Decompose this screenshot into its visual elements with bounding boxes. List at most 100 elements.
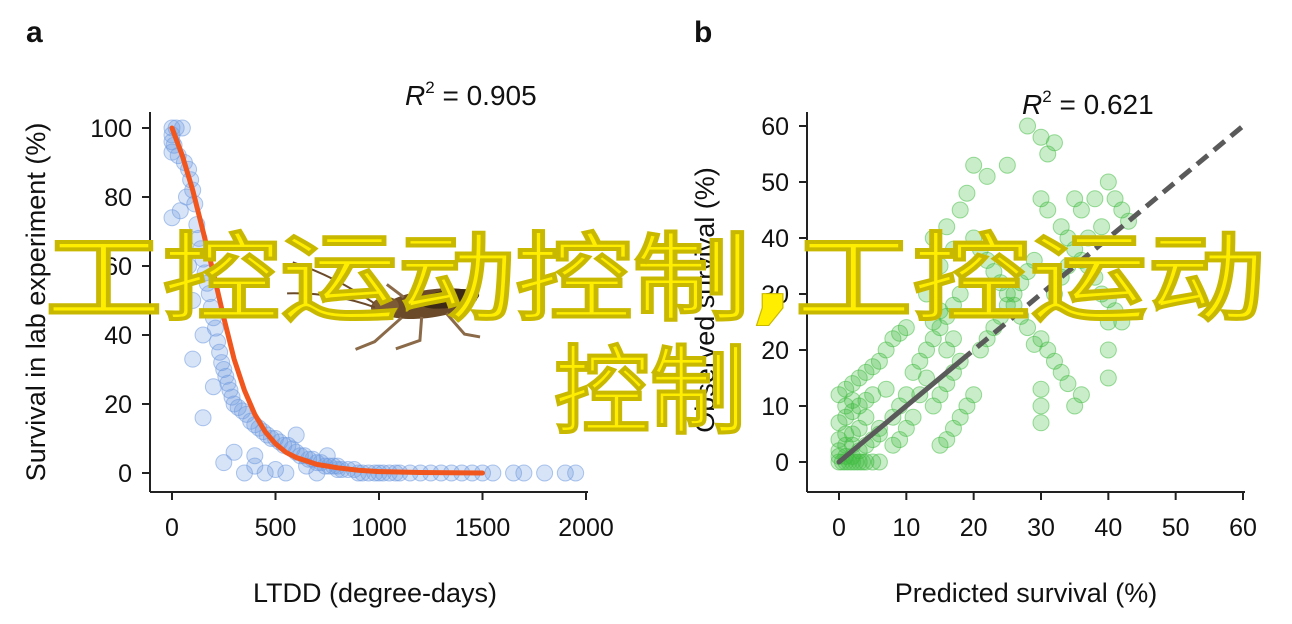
- data-point: [931, 302, 949, 320]
- panel-a-r2-annotation: R2 = 0.905: [405, 78, 537, 111]
- x-tick-label: 40: [1094, 514, 1122, 542]
- y-tick-label: 0: [118, 460, 132, 488]
- data-point: [857, 408, 875, 426]
- data-point: [965, 156, 983, 174]
- data-point: [246, 457, 264, 475]
- x-tick-label: 10: [892, 514, 920, 542]
- data-point: [1099, 313, 1117, 331]
- data-point: [1039, 201, 1057, 219]
- data-point: [891, 324, 909, 342]
- panel-b-r2-sup: 2: [1042, 87, 1051, 106]
- data-point: [843, 375, 861, 393]
- data-point: [1019, 319, 1037, 337]
- data-point: [1019, 117, 1037, 135]
- data-point: [918, 285, 936, 303]
- y-tick-label: 60: [761, 113, 789, 141]
- y-tick-label: 10: [761, 393, 789, 421]
- cockroach-icon: [287, 261, 481, 351]
- panel-a-r2-value: = 0.905: [435, 80, 537, 111]
- data-point: [209, 333, 227, 351]
- data-point: [891, 431, 909, 449]
- data-point: [897, 319, 915, 337]
- data-point: [221, 381, 239, 399]
- data-point: [864, 453, 882, 471]
- data-point: [556, 464, 574, 482]
- data-point: [180, 257, 198, 275]
- x-tick-label: 0: [165, 514, 179, 542]
- data-point: [1099, 369, 1117, 387]
- data-point: [235, 464, 253, 482]
- data-point: [884, 436, 902, 454]
- overlay-text-line1: 工控运动控制,工控运动: [45, 223, 1265, 335]
- panel-a: a 0 500 1000 1500 2000 0 20 40 60 80 100 R2 = 0.90…: [21, 16, 614, 608]
- y-tick-label: 40: [761, 225, 789, 253]
- data-point: [1086, 190, 1104, 208]
- data-point: [256, 464, 274, 482]
- y-tick-label: 100: [90, 115, 132, 143]
- y-tick-label: 40: [104, 322, 132, 350]
- data-point: [246, 447, 264, 465]
- data-point: [870, 453, 888, 471]
- panel-b-r2-annotation: R2 = 0.621: [1022, 87, 1154, 120]
- panel-b-fit-line-dashed: [958, 124, 1245, 364]
- data-point: [978, 167, 996, 185]
- data-point: [938, 218, 956, 236]
- data-point: [1032, 330, 1050, 348]
- data-point: [194, 326, 212, 344]
- data-point: [1032, 414, 1050, 432]
- data-point: [223, 388, 241, 406]
- x-tick-label: 60: [1229, 514, 1257, 542]
- data-point: [944, 330, 962, 348]
- data-point: [1079, 229, 1097, 247]
- data-point: [163, 209, 181, 227]
- y-tick-label: 30: [761, 281, 789, 309]
- data-point: [215, 361, 233, 378]
- x-tick-label: 20: [960, 514, 988, 542]
- data-point: [1025, 335, 1043, 353]
- panel-b-points: [830, 117, 1138, 471]
- panel-a-y-axis-label: Survival in lab experiment (%): [21, 123, 51, 482]
- x-tick-label: 1500: [455, 514, 511, 542]
- panel-b-r2-value: = 0.621: [1052, 89, 1154, 120]
- data-point: [857, 391, 875, 409]
- panel-a-r2-symbol: R: [405, 80, 425, 111]
- data-point: [1072, 386, 1090, 404]
- overlay-text-line2: 控制: [554, 336, 746, 448]
- x-tick-label: 0: [832, 514, 846, 542]
- data-point: [951, 201, 969, 219]
- data-point: [958, 184, 976, 202]
- data-point: [864, 358, 882, 376]
- data-point: [924, 229, 942, 247]
- data-point: [277, 464, 295, 482]
- data-point: [1113, 313, 1131, 331]
- x-tick-label: 2000: [558, 514, 614, 542]
- data-point: [1025, 251, 1043, 269]
- data-point: [536, 464, 554, 482]
- data-point: [944, 240, 962, 258]
- data-point: [211, 343, 229, 361]
- data-point: [1093, 218, 1111, 236]
- data-point: [213, 354, 231, 372]
- x-tick-label: 500: [255, 514, 297, 542]
- data-point: [830, 414, 848, 432]
- y-tick-label: 80: [104, 184, 132, 212]
- data-point: [931, 257, 949, 275]
- panel-b-axes: 0 10 20 30 40 50 60 0 10 20 30 40 50 60: [761, 112, 1257, 542]
- data-point: [830, 386, 848, 404]
- data-point: [938, 431, 956, 449]
- panel-a-letter: a: [26, 16, 43, 49]
- y-tick-label: 50: [761, 169, 789, 197]
- data-point: [857, 363, 875, 381]
- data-point: [1099, 173, 1117, 191]
- data-point: [567, 464, 585, 482]
- y-tick-label: 0: [775, 449, 789, 477]
- data-point: [1072, 201, 1090, 219]
- data-point: [515, 464, 533, 482]
- data-point: [1032, 397, 1050, 415]
- data-point: [287, 426, 305, 444]
- y-tick-label: 20: [104, 391, 132, 419]
- panel-b-x-axis-label: Predicted survival (%): [895, 578, 1158, 608]
- data-point: [225, 443, 243, 461]
